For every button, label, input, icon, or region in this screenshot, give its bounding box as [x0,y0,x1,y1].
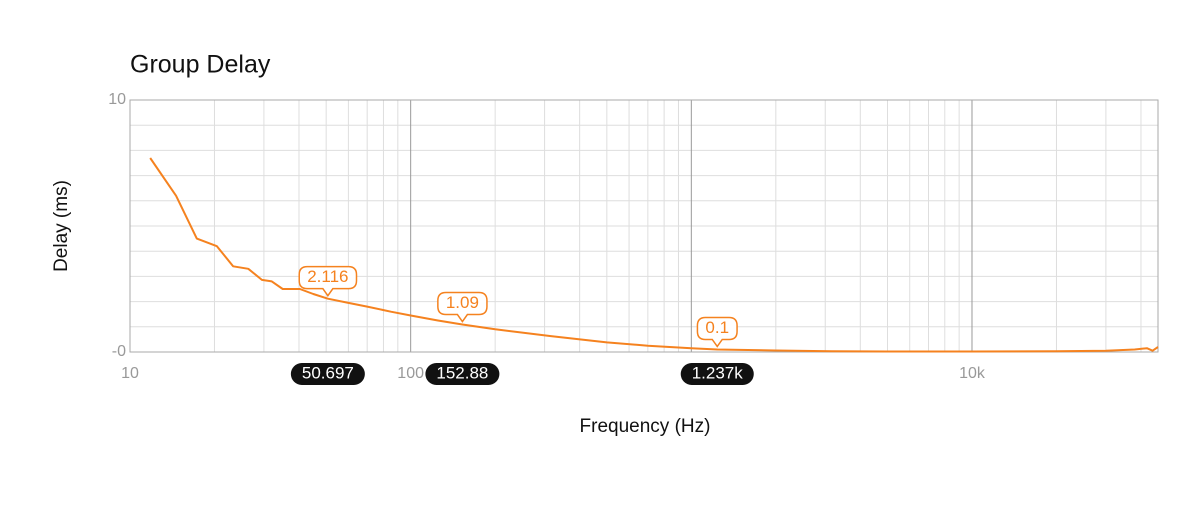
marker-x-label: 152.88 [436,363,488,382]
marker-x-pill [680,363,754,385]
x-axis-label: Frequency (Hz) [580,416,711,437]
marker-x-pill [425,363,500,385]
y-tick-label: 10 [108,91,126,108]
marker-y-label: 2.116 [307,267,348,286]
marker-x-label: 50.697 [302,363,354,382]
plot-frame [129,99,1159,353]
marker-y-callout [298,265,358,297]
marker-y-callout [437,291,488,323]
marker-y-label: 1.09 [446,293,479,312]
marker-x-label: 1.237k [692,363,744,382]
y-tick-label: -0 [112,343,126,360]
chart-title: Group Delay [130,51,271,79]
cursor-marker: 152.88 1.09 [425,291,500,385]
cursor-marker: 1.237k 0.1 [680,316,754,385]
series-line [149,157,1159,353]
cursor-marker: 50.697 2.116 [290,265,365,385]
marker-y-callout [696,316,738,348]
x-tick-label: 100 [397,365,424,382]
x-tick-label: 10k [959,365,986,382]
y-axis-label: Delay (ms) [51,180,72,272]
x-tick-label: 10 [121,365,139,382]
marker-y-label: 0.1 [705,318,729,337]
marker-x-pill [290,363,365,385]
